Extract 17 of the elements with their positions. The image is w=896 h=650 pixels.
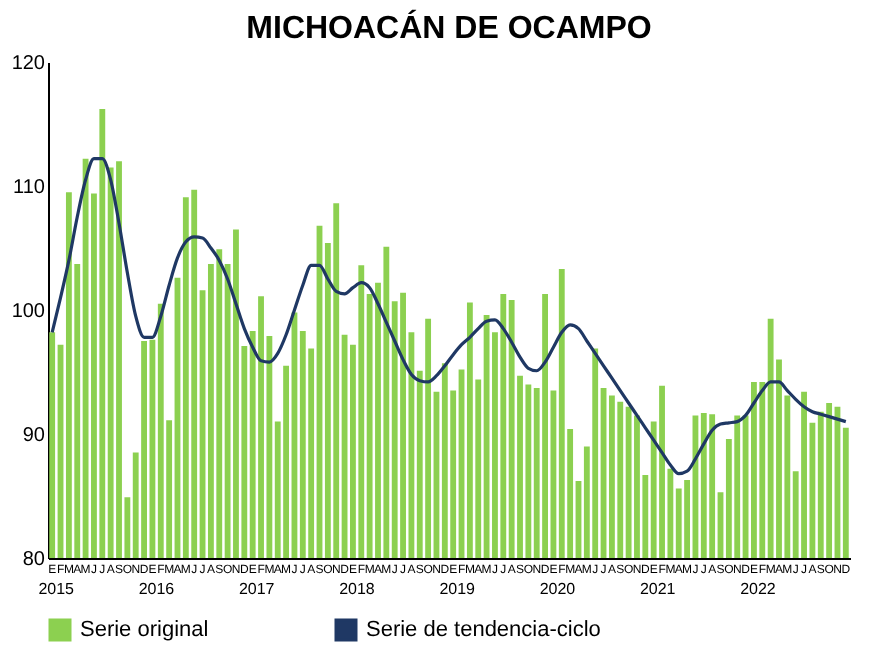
- y-tick-label: 80: [22, 549, 46, 571]
- text: 2019: [439, 580, 477, 598]
- text: 2018: [339, 580, 376, 598]
- y-tick-label: 100: [11, 301, 46, 323]
- text: 2017: [238, 580, 276, 598]
- y-tick-label: 90: [22, 425, 46, 447]
- text: 2015: [38, 580, 76, 598]
- text: 2022: [740, 580, 777, 598]
- y-tick-label: 120: [11, 53, 46, 75]
- text: 2016: [138, 580, 176, 598]
- legend-label: Serie de tendencia-ciclo: [366, 618, 601, 642]
- legend-label: Serie original: [80, 618, 209, 642]
- line-series: [50, 157, 848, 476]
- text: 2020: [539, 580, 577, 598]
- chart-title: MICHOACÁN DE OCAMPO: [246, 8, 652, 46]
- y-tick-label: 110: [13, 177, 46, 199]
- text: 2021: [639, 580, 677, 598]
